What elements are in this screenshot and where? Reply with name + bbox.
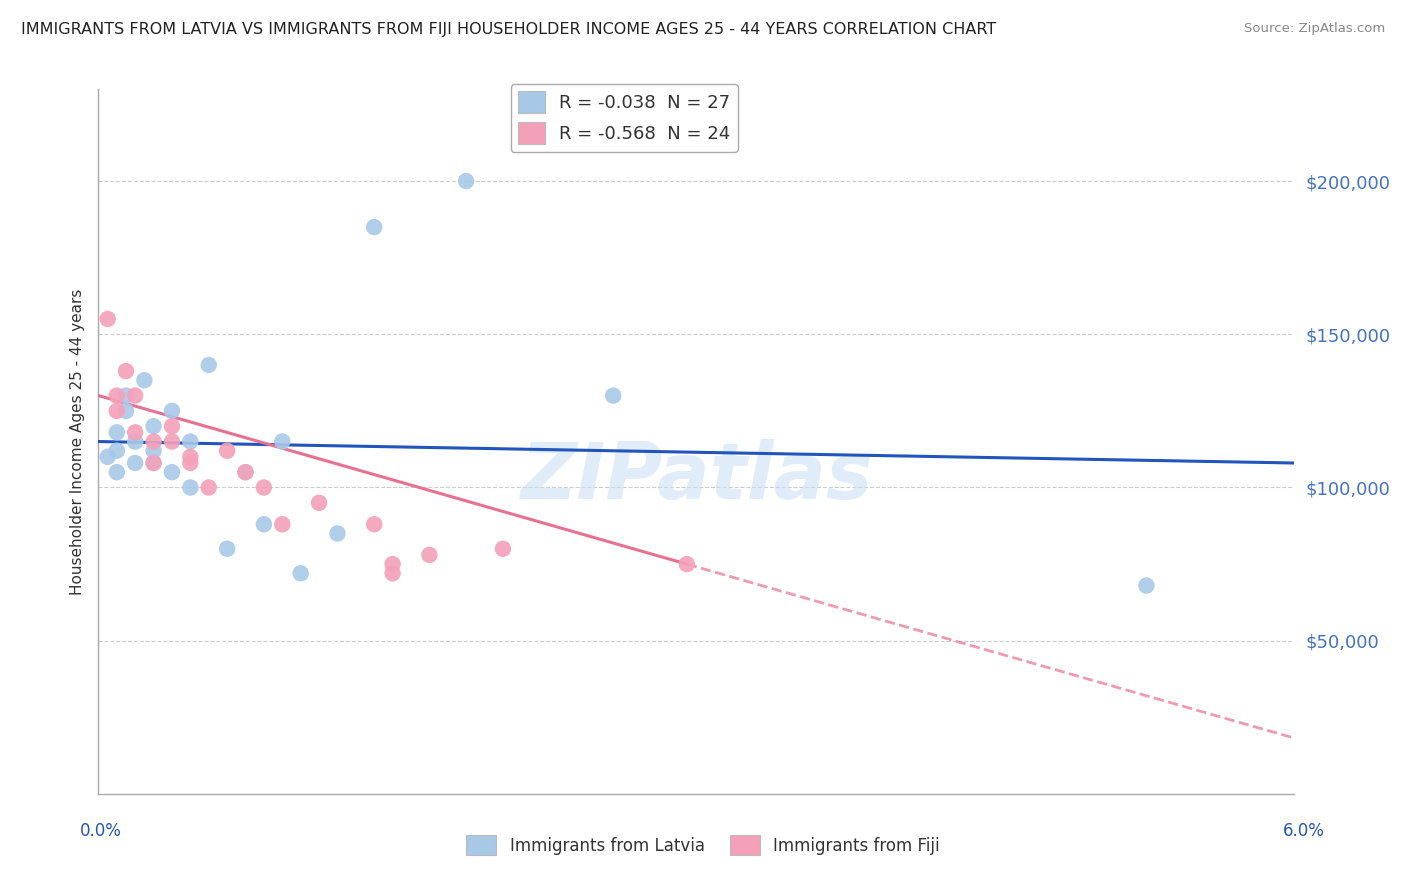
- Point: [134, 373, 156, 387]
- Point: [363, 220, 385, 235]
- Point: [142, 434, 165, 449]
- Point: [253, 481, 276, 495]
- Text: Source: ZipAtlas.com: Source: ZipAtlas.com: [1244, 22, 1385, 36]
- Point: [179, 456, 201, 470]
- Point: [124, 388, 146, 402]
- Y-axis label: Householder Income Ages 25 - 44 years: Householder Income Ages 25 - 44 years: [69, 288, 84, 595]
- Point: [271, 434, 294, 449]
- Point: [160, 404, 183, 418]
- Point: [253, 517, 276, 532]
- Point: [235, 465, 257, 479]
- Point: [179, 434, 201, 449]
- Point: [290, 566, 312, 581]
- Point: [105, 404, 128, 418]
- Point: [418, 548, 440, 562]
- Point: [217, 443, 239, 458]
- Point: [105, 443, 128, 458]
- Point: [363, 517, 385, 532]
- Point: [456, 174, 478, 188]
- Point: [105, 388, 128, 402]
- Point: [308, 496, 330, 510]
- Point: [105, 425, 128, 440]
- Point: [1135, 578, 1157, 592]
- Point: [160, 465, 183, 479]
- Point: [105, 465, 128, 479]
- Point: [217, 541, 239, 556]
- Point: [97, 450, 120, 464]
- Point: [160, 419, 183, 434]
- Text: 6.0%: 6.0%: [1282, 822, 1324, 840]
- Point: [179, 450, 201, 464]
- Point: [492, 541, 515, 556]
- Point: [271, 517, 294, 532]
- Legend: Immigrants from Latvia, Immigrants from Fiji: Immigrants from Latvia, Immigrants from …: [460, 829, 946, 862]
- Point: [675, 557, 697, 571]
- Text: 0.0%: 0.0%: [80, 822, 122, 840]
- Point: [115, 364, 138, 378]
- Point: [179, 481, 201, 495]
- Point: [142, 456, 165, 470]
- Point: [160, 434, 183, 449]
- Point: [197, 358, 219, 372]
- Point: [381, 557, 404, 571]
- Point: [235, 465, 257, 479]
- Point: [326, 526, 349, 541]
- Point: [115, 388, 138, 402]
- Point: [142, 443, 165, 458]
- Point: [124, 425, 146, 440]
- Point: [602, 388, 624, 402]
- Point: [124, 434, 146, 449]
- Point: [115, 404, 138, 418]
- Text: ZIPatlas: ZIPatlas: [520, 439, 872, 515]
- Point: [381, 566, 404, 581]
- Point: [142, 419, 165, 434]
- Point: [97, 312, 120, 326]
- Text: IMMIGRANTS FROM LATVIA VS IMMIGRANTS FROM FIJI HOUSEHOLDER INCOME AGES 25 - 44 Y: IMMIGRANTS FROM LATVIA VS IMMIGRANTS FRO…: [21, 22, 997, 37]
- Point: [124, 456, 146, 470]
- Legend: R = -0.038  N = 27, R = -0.568  N = 24: R = -0.038 N = 27, R = -0.568 N = 24: [510, 84, 738, 152]
- Point: [142, 456, 165, 470]
- Point: [197, 481, 219, 495]
